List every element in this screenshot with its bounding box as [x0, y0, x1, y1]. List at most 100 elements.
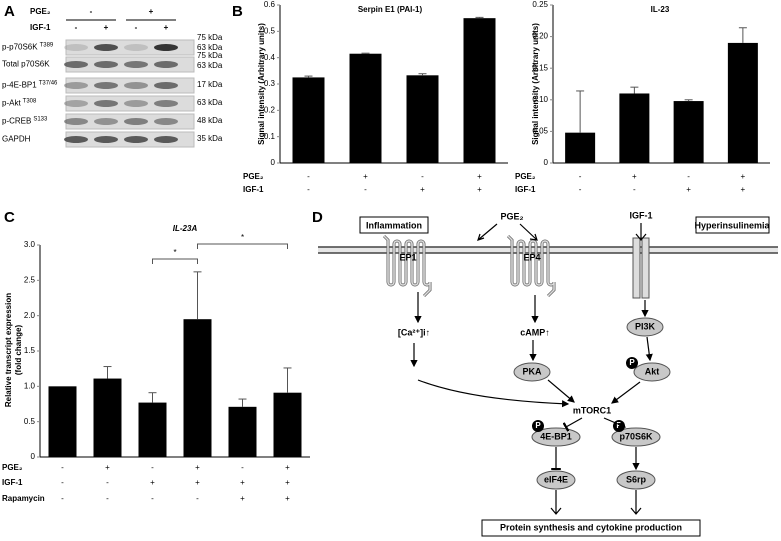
error-bar: [576, 90, 585, 133]
marker-label: 35 kDa: [197, 134, 223, 143]
chart-title: IL-23: [651, 5, 670, 14]
panel-label: A: [4, 3, 15, 20]
y-tick-label: 1.5: [24, 346, 36, 355]
condition-sign: -: [196, 494, 199, 503]
blot-band: [154, 82, 178, 89]
blot-band: [154, 61, 178, 68]
treatment-label: IGF-1: [30, 23, 51, 32]
bar: [292, 77, 325, 163]
row-name: p-Akt: [2, 99, 21, 108]
bar: [349, 53, 382, 163]
bar: [48, 386, 77, 457]
blot-band: [64, 61, 88, 68]
blot-band: [124, 118, 148, 125]
row-label: p-4E-BP1 T37/46: [2, 80, 58, 90]
igf1r: [632, 237, 641, 299]
condition-sign: -: [61, 478, 64, 487]
treatment-sign: -: [135, 23, 138, 32]
marker-label: 63 kDa: [197, 98, 223, 107]
node: [536, 470, 576, 490]
blot-band: [124, 82, 148, 89]
node-label: 4E-BP1: [540, 431, 572, 441]
treatment-sign: -: [75, 23, 78, 32]
condition-sign: +: [477, 172, 482, 181]
condition-sign: +: [285, 494, 290, 503]
condition-label: IGF-1: [2, 478, 23, 487]
chart-title: Serpin E1 (PAI-1): [358, 5, 423, 14]
condition-sign: +: [363, 172, 368, 181]
error-bar: [283, 367, 292, 393]
y-tick-label: 0.6: [264, 0, 276, 9]
condition-sign: -: [687, 172, 690, 181]
condition-label: PGE₂: [243, 172, 264, 181]
row-name: p-p70S6K: [2, 43, 38, 52]
condition-label: Rapamycin: [2, 494, 45, 503]
y-tick-label: 2.0: [24, 311, 36, 320]
y-tick-label: 0: [271, 158, 276, 167]
blot-band: [94, 118, 118, 125]
error-bar: [103, 366, 112, 379]
bar: [138, 402, 167, 457]
row-name: GAPDH: [2, 135, 31, 144]
condition-sign: -: [579, 172, 582, 181]
condition-sign: +: [741, 172, 746, 181]
bar: [727, 42, 758, 163]
significance-bracket: [197, 243, 288, 249]
condition-sign: +: [195, 463, 200, 472]
box: [481, 519, 701, 537]
gpcr: [507, 235, 555, 297]
error-bar: [418, 73, 427, 76]
condition-sign: +: [240, 494, 245, 503]
receptors: [382, 234, 556, 298]
bar: [183, 319, 212, 457]
pathway-diagram: Inflammation Hyperinsulinemia PGE₂ IGF-1…: [318, 210, 778, 537]
blot-band: [154, 44, 178, 51]
y-axis-label: Signal intensity (Arbitrary units): [257, 23, 266, 145]
condition-sign: +: [686, 185, 691, 194]
significance-bracket: [152, 258, 198, 264]
marker-label: 75 kDa: [197, 51, 223, 60]
panel-label: B: [232, 3, 243, 20]
blot-band: [94, 61, 118, 68]
treatment-sign: +: [104, 23, 109, 32]
y-tick-label: 0.25: [532, 0, 548, 9]
condition-sign: +: [632, 172, 637, 181]
blot-band: [94, 82, 118, 89]
box: [695, 216, 770, 234]
condition-sign: +: [150, 478, 155, 487]
hollow-arrow: [477, 223, 498, 241]
node-label: S6rp: [626, 474, 647, 484]
marker-label: 17 kDa: [197, 80, 223, 89]
y-tick-label: 0.4: [264, 53, 276, 62]
y-axis-label: Signal intensity (Arbitrary units): [531, 23, 540, 145]
marker-label: 48 kDa: [197, 116, 223, 125]
condition-sign: +: [240, 478, 245, 487]
gpcr: [506, 234, 556, 298]
blot-band: [154, 100, 178, 107]
panel-label: D: [312, 209, 323, 226]
ligand: IGF-1: [629, 210, 652, 220]
condition-sign: -: [61, 463, 64, 472]
blot-strip: [65, 95, 195, 112]
marker-label: 75 kDa: [197, 33, 223, 42]
row-name: p-CREB: [2, 117, 31, 126]
bar: [673, 101, 704, 163]
condition-label: IGF-1: [515, 185, 536, 194]
bar: [463, 18, 496, 163]
receptor-label: EP1: [399, 252, 416, 262]
condition-sign: +: [195, 478, 200, 487]
node: [513, 362, 551, 382]
error-bar: [630, 86, 639, 94]
box-label: Hyperinsulinemia: [694, 220, 770, 230]
row-name: Total p70S6K: [2, 60, 50, 69]
igf1r: [641, 237, 650, 299]
blot-band: [154, 136, 178, 143]
significance-label: *: [173, 248, 176, 257]
blot-band: [94, 136, 118, 143]
y-tick-label: 0.15: [532, 63, 548, 72]
node: [626, 317, 664, 337]
error-bar: [193, 271, 202, 320]
blot-band: [64, 118, 88, 125]
condition-sign: +: [420, 185, 425, 194]
bar: [228, 406, 257, 457]
